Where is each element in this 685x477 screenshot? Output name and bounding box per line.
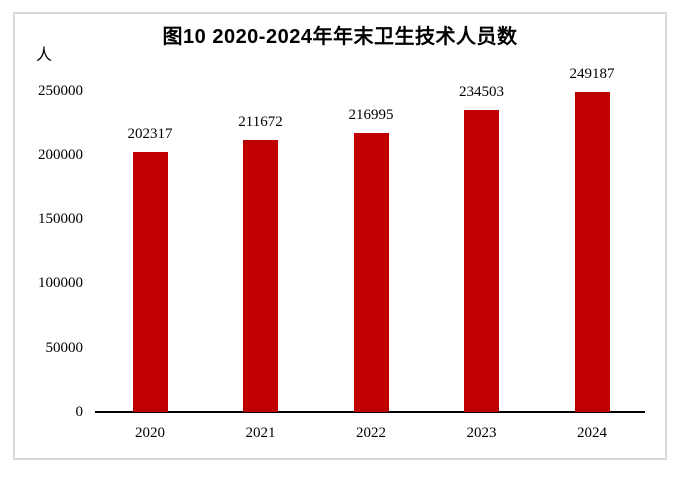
x-axis-line: [95, 411, 645, 413]
bar-2022: [353, 132, 389, 412]
bar-2024: [574, 91, 610, 412]
bar-value-label: 216995: [348, 106, 394, 123]
bar-value-label: 234503: [459, 84, 504, 101]
y-axis-tick-label: 250000: [38, 82, 83, 99]
y-axis-tick-label: 100000: [38, 275, 83, 292]
y-axis-tick-label: 150000: [38, 211, 83, 228]
bar-value-label: 202317: [127, 125, 173, 142]
y-axis-tick-label: 0: [75, 404, 84, 420]
x-axis-category-label: 2021: [245, 425, 276, 441]
y-axis-unit-label: 人: [36, 47, 53, 64]
x-axis-category-label: 2024: [577, 425, 607, 441]
x-axis-category-label: 2020: [135, 425, 165, 441]
bar-2021: [243, 139, 278, 412]
y-axis-tick-label: 200000: [38, 146, 83, 163]
bar-value-label: 249187: [569, 65, 615, 82]
bar-2023: [464, 110, 499, 412]
bar-value-label: 211672: [238, 113, 283, 130]
y-axis-tick-label: 50000: [45, 339, 84, 356]
chart-title: 图10 2020-2024年年末卫生技术人员数: [162, 26, 518, 48]
chart-frame: [13, 12, 667, 460]
bar-2020: [132, 151, 168, 412]
x-axis-category-label: 2022: [356, 425, 386, 441]
x-axis-category-label: 2023: [466, 425, 497, 441]
